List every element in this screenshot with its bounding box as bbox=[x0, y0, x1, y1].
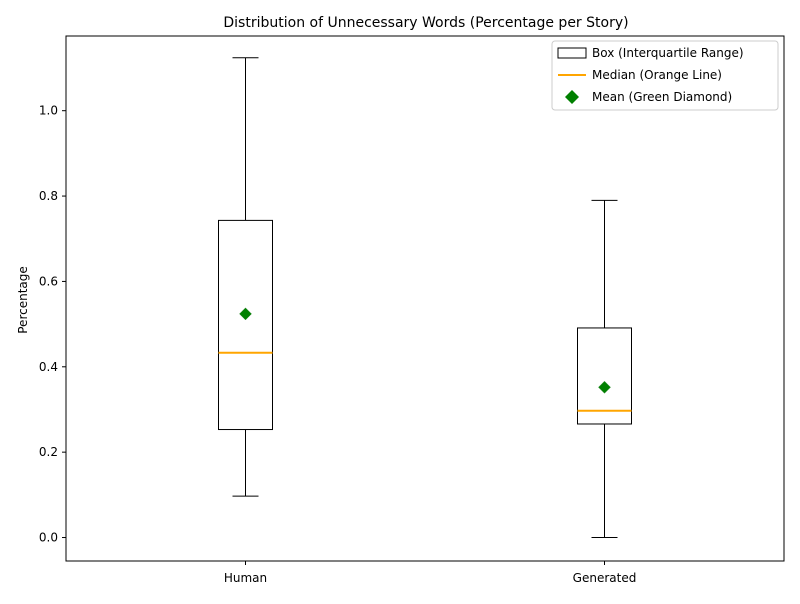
axes-frame bbox=[65, 35, 785, 562]
iqr-box bbox=[577, 327, 632, 425]
y-tick-label: 0.6 bbox=[39, 274, 58, 288]
y-axis-label: Percentage bbox=[16, 266, 30, 334]
y-tick-label: 1.0 bbox=[39, 104, 58, 118]
legend-label: Median (Orange Line) bbox=[592, 68, 722, 82]
mean-diamond bbox=[598, 380, 611, 394]
plot-area: 0.0 0.2 0.4 0.6 0.8 1.0 Human Generated bbox=[39, 35, 785, 585]
legend-mean-swatch bbox=[565, 90, 579, 104]
legend-label: Mean (Green Diamond) bbox=[592, 90, 732, 104]
y-tick-label: 0.2 bbox=[39, 445, 58, 459]
y-tick-label: 0.4 bbox=[39, 360, 58, 374]
box-generated bbox=[577, 199, 632, 539]
mean-diamond bbox=[239, 307, 252, 321]
y-tick-label: 0.0 bbox=[39, 531, 58, 545]
legend: Box (Interquartile Range) Median (Orange … bbox=[551, 40, 779, 111]
legend-box-swatch bbox=[557, 47, 587, 59]
box-human bbox=[218, 57, 273, 497]
x-tick-label: Human bbox=[224, 571, 267, 585]
x-tick-label: Generated bbox=[573, 571, 637, 585]
legend-frame bbox=[551, 40, 779, 111]
chart-title: Distribution of Unnecessary Words (Perce… bbox=[223, 15, 628, 31]
iqr-box bbox=[218, 219, 273, 431]
y-tick-label: 0.8 bbox=[39, 189, 58, 203]
legend-label: Box (Interquartile Range) bbox=[592, 46, 744, 60]
